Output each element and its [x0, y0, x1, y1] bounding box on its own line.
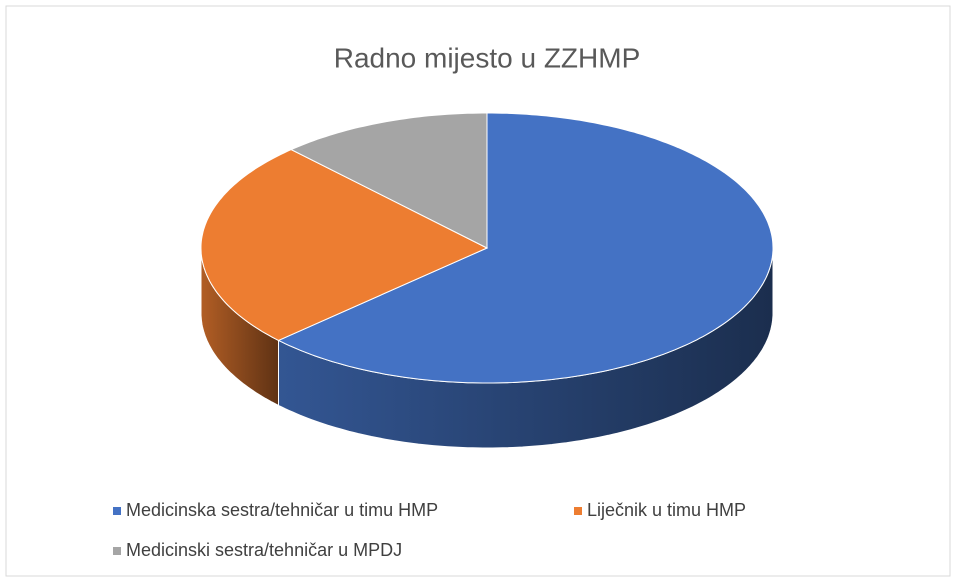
legend-label: Liječnik u timu HMP	[587, 500, 746, 520]
slice	[277, 112, 774, 384]
slice	[200, 149, 489, 341]
legend-label: Medicinski sestra/tehničar u MPDJ	[126, 540, 402, 560]
legend-label: Medicinska sestra/tehničar u timu HMP	[126, 500, 438, 520]
legend-swatch	[113, 547, 121, 555]
legend-swatch	[113, 507, 121, 515]
slice	[290, 112, 488, 249]
legend-swatch	[574, 507, 582, 515]
chart-title: Radno mijesto u ZZHMP	[334, 42, 641, 73]
